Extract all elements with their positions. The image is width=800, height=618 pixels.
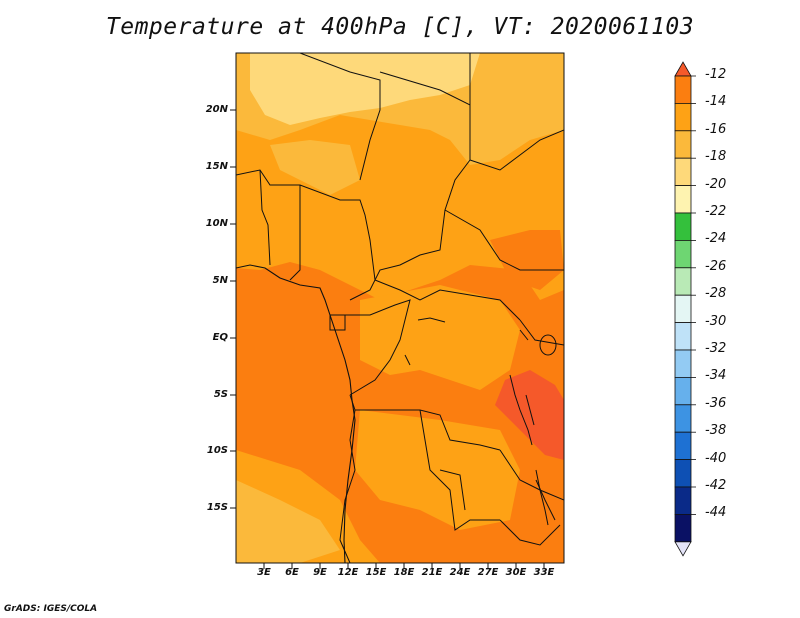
colorbar-swatch <box>674 431 692 461</box>
colorbar-label: -40 <box>705 450 727 466</box>
lon-label-15e: 15E <box>365 567 387 578</box>
lon-label-24e: 24E <box>449 567 471 578</box>
colorbar-label: -34 <box>705 368 727 384</box>
colorbar-label: -20 <box>705 176 727 192</box>
colorbar-swatch <box>674 157 692 186</box>
lon-label-27e: 27E <box>477 567 499 578</box>
lat-label-5s: 5S <box>213 389 228 400</box>
lat-label-15n: 15N <box>205 161 228 172</box>
map-frame <box>235 52 565 564</box>
map-title: Temperature at 400hPa [C], VT: 202006110… <box>105 14 695 40</box>
field-region-southwest-patch <box>236 480 340 563</box>
colorbar-label: -24 <box>705 231 727 247</box>
lat-label-20n: 20N <box>205 104 228 115</box>
colorbar-label: -32 <box>705 341 727 356</box>
colorbar-bottom-arrow <box>674 541 692 557</box>
field-region-east-coast <box>490 230 564 290</box>
lon-label-30e: 30E <box>505 567 527 578</box>
field-region-eastern-plateau <box>360 285 520 390</box>
coastline <box>236 264 356 563</box>
field-region-tanganyika <box>495 370 564 460</box>
colorbar-label: -18 <box>705 149 727 165</box>
colorbar-swatch <box>674 514 692 543</box>
colorbar-swatch <box>674 75 692 104</box>
field-region-sahara <box>250 53 480 125</box>
lon-label-9e: 9E <box>313 567 327 578</box>
colorbar-swatch <box>674 212 692 241</box>
lat-label-eq: EQ <box>212 332 228 343</box>
colorbar-swatch <box>674 267 692 296</box>
colorbar-label: -26 <box>705 258 727 274</box>
colorbar-label: -16 <box>705 121 727 137</box>
colorbar-label: -30 <box>705 313 727 329</box>
colorbar-label: -22 <box>705 204 727 219</box>
field-region-angola <box>355 410 520 530</box>
colorbar-swatch <box>674 459 692 488</box>
colorbar-swatch <box>674 130 692 159</box>
lat-ticks <box>230 109 236 509</box>
lon-label-21e: 21E <box>421 567 443 578</box>
colorbar-swatch <box>674 185 692 214</box>
lat-label-10n: 10N <box>205 218 228 229</box>
colorbar-label: -14 <box>705 94 727 110</box>
field-region-sahel-patch <box>270 140 360 195</box>
lon-ticks <box>263 563 545 569</box>
colorbar-swatch <box>674 103 692 132</box>
temperature-field <box>236 53 564 563</box>
credit-text: GrADS: IGES/COLA <box>4 604 98 614</box>
colorbar-label: -38 <box>705 423 727 439</box>
lon-label-33e: 33E <box>533 567 555 578</box>
colorbar-top-arrow <box>674 61 692 77</box>
colorbar-swatch <box>674 486 692 515</box>
lat-label-5n: 5N <box>212 275 228 286</box>
lon-label-12e: 12E <box>337 567 359 578</box>
colorbar-label: -28 <box>705 286 727 302</box>
colorbar-label: -42 <box>705 478 727 493</box>
colorbar-label: -12 <box>705 67 727 82</box>
lon-label-18e: 18E <box>393 567 415 578</box>
lat-label-15s: 15S <box>206 502 228 513</box>
colorbar <box>674 61 696 557</box>
lon-label-3e: 3E <box>257 567 271 578</box>
colorbar-swatch <box>674 294 692 324</box>
lat-label-10s: 10S <box>206 445 228 456</box>
colorbar-swatch <box>674 322 692 351</box>
lon-label-6e: 6E <box>285 567 299 578</box>
lakes <box>404 317 557 526</box>
colorbar-swatch <box>674 349 692 378</box>
colorbar-swatch <box>674 239 692 269</box>
colorbar-label: -44 <box>705 505 727 521</box>
colorbar-swatch <box>674 404 692 433</box>
colorbar-swatch <box>674 376 692 406</box>
colorbar-label: -36 <box>705 395 727 411</box>
